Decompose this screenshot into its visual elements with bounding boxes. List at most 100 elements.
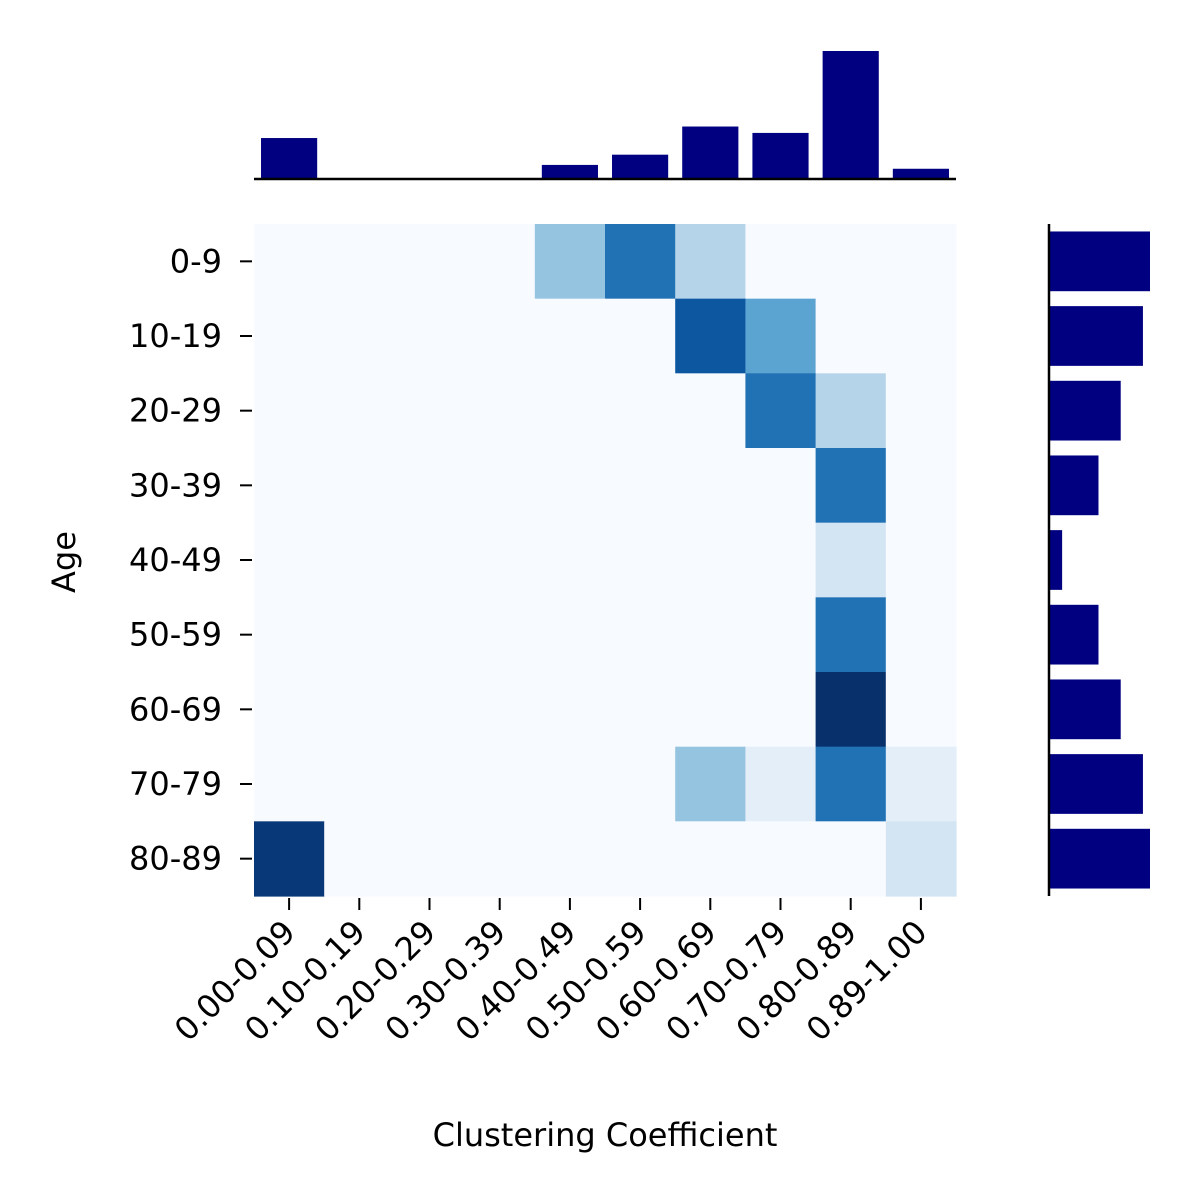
heatmap-cell bbox=[815, 522, 887, 598]
heatmap-cell bbox=[394, 522, 466, 598]
heatmap-cell bbox=[534, 373, 606, 449]
heatmap-cell bbox=[745, 298, 817, 374]
heatmap-cell bbox=[394, 821, 466, 897]
x-axis: 0.00-0.090.10-0.190.20-0.290.30-0.390.40… bbox=[167, 898, 935, 1049]
heatmap-cell bbox=[815, 373, 887, 449]
heatmap-cell bbox=[605, 672, 676, 748]
heatmap-cell bbox=[394, 448, 466, 524]
heatmap-cell bbox=[605, 597, 676, 673]
heatmap-cell bbox=[885, 224, 957, 300]
heatmap-cell bbox=[885, 298, 957, 374]
y-tick-label: 20-29 bbox=[129, 392, 222, 430]
heatmap-cell bbox=[815, 672, 887, 748]
heatmap-cell bbox=[885, 448, 957, 524]
heatmap-cell bbox=[675, 224, 746, 300]
heatmap-cell bbox=[885, 746, 957, 822]
top-marginal-bar bbox=[682, 126, 739, 179]
heatmap-cell bbox=[675, 373, 746, 449]
heatmap-cell bbox=[394, 672, 466, 748]
heatmap-cell bbox=[464, 298, 536, 374]
heatmap-cell bbox=[605, 298, 676, 374]
heatmap-cell bbox=[675, 448, 746, 524]
heatmap-cell bbox=[394, 373, 466, 449]
heatmap-cell bbox=[254, 746, 325, 822]
heatmap-cell bbox=[605, 373, 676, 449]
heatmap-cell bbox=[815, 448, 887, 524]
heatmap-cell bbox=[815, 298, 887, 374]
heatmap-cell bbox=[324, 224, 395, 300]
right-marginal-bar bbox=[1049, 306, 1143, 366]
heatmap-cell bbox=[605, 821, 676, 897]
heatmap-cell bbox=[534, 224, 606, 300]
heatmap-cell bbox=[534, 746, 606, 822]
y-tick-label: 50-59 bbox=[129, 616, 222, 654]
heatmap bbox=[254, 224, 957, 897]
heatmap-cell bbox=[254, 522, 325, 598]
heatmap-cell bbox=[324, 448, 395, 524]
heatmap-cell bbox=[534, 448, 606, 524]
y-tick-label: 0-9 bbox=[170, 242, 222, 280]
right-marginal-bar bbox=[1049, 231, 1150, 292]
heatmap-cell bbox=[745, 821, 817, 897]
heatmap-cell bbox=[464, 522, 536, 598]
heatmap-cell bbox=[254, 597, 325, 673]
heatmap-cell bbox=[675, 672, 746, 748]
heatmap-cell bbox=[815, 224, 887, 300]
top-marginal-bar bbox=[261, 138, 318, 179]
top-marginal-bar bbox=[892, 168, 949, 179]
heatmap-cell bbox=[885, 522, 957, 598]
top-marginal-bar bbox=[752, 132, 809, 179]
heatmap-cell bbox=[394, 746, 466, 822]
heatmap-cell bbox=[534, 597, 606, 673]
right-marginal-histogram bbox=[1047, 224, 1150, 896]
heatmap-cell bbox=[464, 224, 536, 300]
heatmap-cell bbox=[745, 522, 817, 598]
heatmap-cell bbox=[745, 373, 817, 449]
right-marginal-bar bbox=[1049, 828, 1150, 889]
heatmap-cell bbox=[464, 597, 536, 673]
y-tick-label: 40-49 bbox=[129, 541, 222, 579]
top-marginal-bar bbox=[541, 164, 598, 179]
heatmap-cell bbox=[675, 597, 746, 673]
y-tick-label: 70-79 bbox=[129, 765, 222, 803]
y-tick-label: 80-89 bbox=[129, 840, 222, 878]
heatmap-cell bbox=[464, 746, 536, 822]
heatmap-cell bbox=[324, 821, 395, 897]
heatmap-cell bbox=[885, 672, 957, 748]
top-marginal-bar bbox=[612, 154, 669, 179]
heatmap-cell bbox=[324, 522, 395, 598]
heatmap-cell bbox=[394, 224, 466, 300]
heatmap-cell bbox=[815, 821, 887, 897]
y-axis: 0-9 10-19 20-29 30-39 40-49 50-59 60-69 70-79 80… bbox=[129, 242, 252, 878]
right-marginal-bar bbox=[1049, 679, 1121, 740]
heatmap-cell bbox=[324, 672, 395, 748]
heatmap-cell bbox=[745, 672, 817, 748]
heatmap-cell bbox=[464, 672, 536, 748]
heatmap-cell bbox=[324, 746, 395, 822]
heatmap-cell bbox=[464, 821, 536, 897]
heatmap-cell bbox=[745, 448, 817, 524]
heatmap-cell bbox=[605, 522, 676, 598]
y-tick-label: 30-39 bbox=[129, 466, 222, 504]
heatmap-cell bbox=[745, 224, 817, 300]
heatmap-cell bbox=[675, 298, 746, 374]
heatmap-cell bbox=[464, 448, 536, 524]
heatmap-cell bbox=[605, 448, 676, 524]
right-marginal-bar bbox=[1049, 754, 1143, 814]
right-marginal-bar bbox=[1049, 530, 1063, 590]
top-marginal-bar bbox=[822, 51, 879, 179]
heatmap-cell bbox=[605, 746, 676, 822]
heatmap-cell bbox=[394, 597, 466, 673]
y-tick-label: 60-69 bbox=[129, 690, 222, 728]
heatmap-cell bbox=[534, 522, 606, 598]
heatmap-cell bbox=[815, 597, 887, 673]
right-marginal-bar bbox=[1049, 455, 1099, 516]
heatmap-cell bbox=[254, 373, 325, 449]
heatmap-cell bbox=[324, 373, 395, 449]
heatmap-cell bbox=[745, 597, 817, 673]
heatmap-cell bbox=[745, 746, 817, 822]
heatmap-cell bbox=[675, 522, 746, 598]
heatmap-cell bbox=[324, 597, 395, 673]
heatmap-cell bbox=[605, 224, 676, 300]
y-tick-label: 10-19 bbox=[129, 317, 222, 355]
